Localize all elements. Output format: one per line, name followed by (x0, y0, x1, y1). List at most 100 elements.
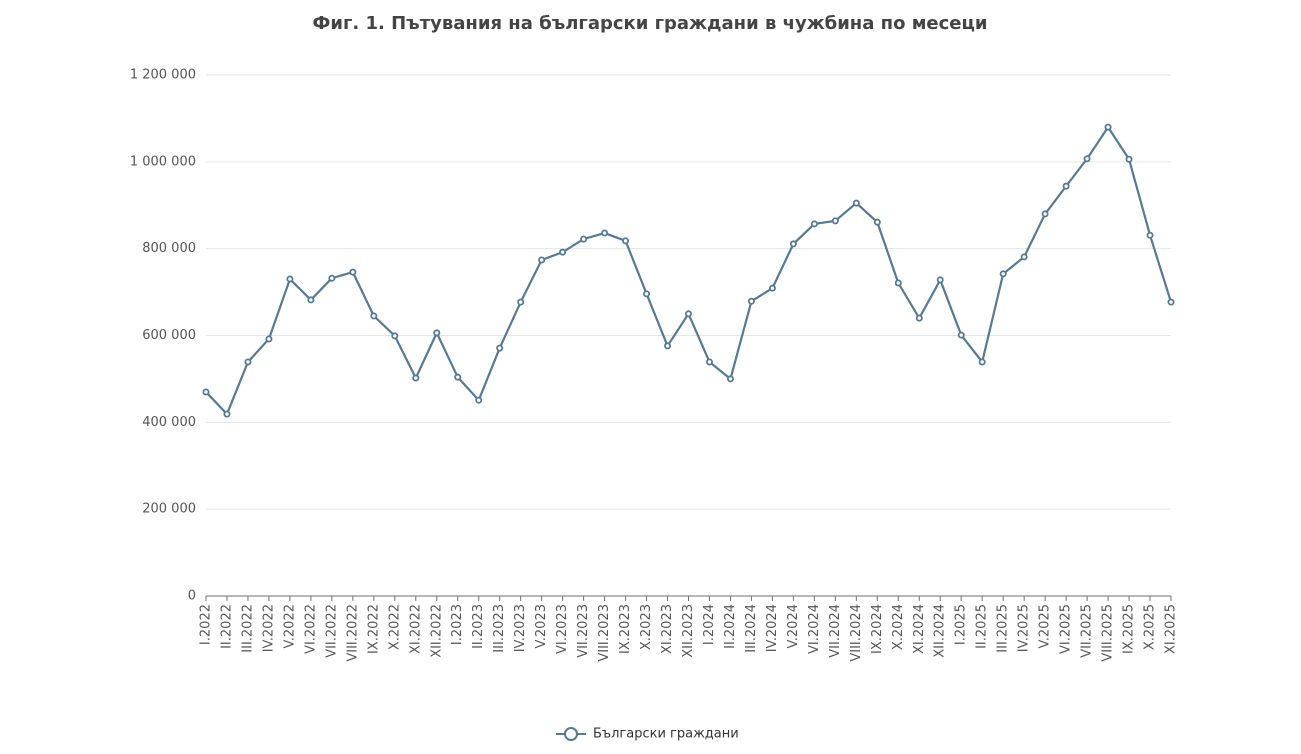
x-tick-label: IV.2024 (765, 604, 780, 652)
x-tick-label: V.2024 (786, 604, 801, 648)
data-point (1020, 253, 1028, 261)
data-point (328, 274, 336, 282)
x-tick-label: VI.2024 (807, 604, 822, 654)
x-tick-label: II.2024 (723, 604, 738, 649)
x-tick-label: XI.2023 (660, 604, 675, 654)
x-tick-label: XII.2024 (933, 604, 948, 658)
legend-label: Български граждани (593, 727, 739, 742)
x-tick-label: VII.2024 (828, 604, 843, 658)
data-point (454, 373, 462, 381)
x-tick-label: I.2022 (199, 604, 214, 645)
x-tick-label: IX.2022 (366, 604, 381, 654)
x-tick-label: III.2024 (744, 604, 759, 653)
data-point (768, 284, 776, 292)
data-point (1104, 123, 1112, 131)
x-tick-label: X.2022 (387, 604, 402, 650)
x-tick-label: V.2022 (282, 604, 297, 648)
data-point (643, 290, 651, 298)
data-point (559, 248, 567, 256)
x-tick-label: XI.2022 (408, 604, 423, 654)
data-point (852, 199, 860, 207)
data-point (1083, 155, 1091, 163)
x-tick-label: IV.2025 (1017, 604, 1032, 652)
x-tick-label: II.2022 (219, 604, 234, 649)
x-tick-label: XI.2024 (912, 604, 927, 654)
chart-title: Фиг. 1. Пътувания на български граждани … (313, 13, 988, 34)
data-point (685, 310, 693, 318)
x-tick-label: VII.2025 (1080, 604, 1095, 658)
data-point (978, 358, 986, 366)
y-tick-label: 200 000 (142, 502, 196, 517)
data-point (223, 410, 231, 418)
x-tick-label: I.2024 (702, 604, 717, 645)
x-tick-label: VIII.2025 (1101, 604, 1116, 662)
data-point (915, 314, 923, 322)
x-tick-label: IX.2025 (1122, 604, 1137, 654)
data-point (349, 268, 357, 276)
data-point (1041, 210, 1049, 218)
y-tick-label: 600 000 (142, 328, 196, 343)
x-tick-label: VIII.2024 (849, 604, 864, 662)
data-point (789, 240, 797, 248)
x-tick-label: I.2025 (954, 604, 969, 645)
x-tick-label: VI.2023 (555, 604, 570, 654)
x-tick-label: XII.2022 (429, 604, 444, 658)
x-tick-label: I.2023 (450, 604, 465, 645)
x-tick-label: IV.2023 (513, 604, 528, 652)
data-point (244, 358, 252, 366)
data-point (601, 229, 609, 237)
x-tick-label: VII.2022 (324, 604, 339, 658)
x-tick-label: III.2023 (492, 604, 507, 653)
data-point (894, 279, 902, 287)
data-point (1125, 155, 1133, 163)
data-point (726, 375, 734, 383)
x-tick-label: VI.2022 (303, 604, 318, 654)
data-point (517, 298, 525, 306)
data-point (496, 344, 504, 352)
data-point (1146, 231, 1154, 239)
legend-marker (564, 727, 578, 741)
data-point (370, 312, 378, 320)
x-tick-label: X.2024 (891, 604, 906, 650)
y-tick-label: 1 000 000 (130, 154, 196, 169)
data-point (1167, 298, 1175, 306)
data-point (622, 237, 630, 245)
data-point (999, 270, 1007, 278)
x-tick-label: V.2023 (534, 604, 549, 648)
x-tick-label: XII.2023 (681, 604, 696, 658)
data-point (202, 388, 210, 396)
data-point (580, 235, 588, 243)
data-point (307, 296, 315, 304)
data-point (810, 220, 818, 228)
x-tick-label: IX.2023 (618, 604, 633, 654)
data-point (747, 297, 755, 305)
x-tick-label: VII.2023 (576, 604, 591, 658)
data-point (286, 275, 294, 283)
x-tick-label: II.2025 (975, 604, 990, 649)
x-tick-label: II.2023 (471, 604, 486, 649)
x-tick-label: VIII.2023 (597, 604, 612, 662)
x-tick-label: V.2025 (1038, 604, 1053, 648)
x-tick-label: IX.2024 (870, 604, 885, 654)
x-tick-label: VIII.2022 (345, 604, 360, 662)
y-tick-label: 400 000 (142, 415, 196, 430)
data-point (873, 218, 881, 226)
data-point (265, 335, 273, 343)
x-tick-label: X.2025 (1143, 604, 1158, 650)
data-point (936, 276, 944, 284)
data-point (433, 329, 441, 337)
y-tick-label: 0 (188, 589, 196, 604)
data-point (1062, 182, 1070, 190)
data-point (391, 332, 399, 340)
data-point (664, 342, 672, 350)
x-tick-label: VI.2025 (1059, 604, 1074, 654)
data-point (831, 217, 839, 225)
data-point (705, 358, 713, 366)
x-tick-label: X.2023 (639, 604, 654, 650)
x-tick-label: IV.2022 (261, 604, 276, 652)
y-tick-label: 800 000 (142, 241, 196, 256)
data-point (475, 396, 483, 404)
data-point (957, 331, 965, 339)
x-tick-label: III.2025 (996, 604, 1011, 653)
